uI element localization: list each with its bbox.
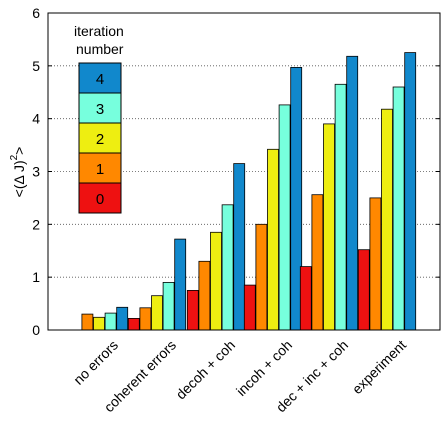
bar-1-3 (255, 223, 268, 331)
y-tick-label: 5 (32, 58, 40, 74)
bar-4-1 (174, 238, 187, 331)
legend-swatch-0 (78, 182, 122, 214)
bar-4-2 (233, 163, 246, 331)
bar-2-4 (323, 123, 335, 331)
bar-1-5 (369, 197, 382, 331)
bar-3-4 (334, 83, 347, 331)
bar-1-1 (139, 307, 152, 331)
bar-0-2 (186, 289, 199, 331)
legend-label-0: 0 (96, 191, 104, 208)
legend-swatch-4 (78, 62, 122, 94)
bar-4-0 (116, 306, 129, 331)
bar-3-5 (392, 86, 405, 331)
legend-label-4: 4 (96, 71, 104, 88)
legend-title-line2: number (76, 41, 124, 57)
bars (81, 52, 417, 331)
bar-0-1 (127, 317, 140, 331)
y-tick-label: 6 (32, 5, 40, 21)
y-tick-label: 1 (32, 269, 40, 285)
y-tick-label: 3 (32, 164, 40, 180)
bar-3-3 (278, 104, 291, 331)
x-category-label: experiment (349, 337, 409, 397)
legend-title-line1: iteration (74, 23, 124, 39)
bar-3-0 (104, 312, 117, 331)
y-label-suffix: > (11, 147, 27, 155)
bar-0-4 (299, 266, 312, 331)
y-axis-label-text: <(Δ J)2> (9, 147, 27, 198)
bar-0-5 (357, 249, 370, 331)
bar-2-2 (210, 231, 222, 331)
bar-2-5 (381, 108, 393, 331)
legend: iteration number 4 3 2 1 0 (74, 23, 124, 214)
y-tick-label: 4 (32, 111, 40, 127)
bar-2-3 (267, 148, 279, 331)
y-label-main: <(Δ J) (11, 160, 27, 197)
bar-4-5 (404, 52, 417, 331)
legend-swatch-1 (78, 152, 122, 184)
bar-1-0 (81, 313, 94, 331)
x-category-label: no errors (70, 337, 121, 388)
bar-2-0 (93, 316, 105, 331)
legend-label-3: 3 (96, 101, 104, 118)
y-tick-label: 2 (32, 216, 40, 232)
x-category-label: decoh + coh (173, 337, 239, 403)
y-label-superscript: 2 (9, 154, 20, 160)
y-axis: 0 1 2 3 4 5 6 (32, 5, 440, 338)
y-axis-label: <(Δ J)2> (9, 147, 27, 198)
bar-1-4 (311, 194, 324, 331)
bar-2-1 (151, 295, 163, 331)
legend-label-2: 2 (96, 131, 104, 148)
y-tick-label: 0 (32, 322, 40, 338)
legend-swatch-2 (78, 122, 122, 154)
bar-4-4 (346, 55, 359, 331)
legend-label-1: 1 (96, 161, 104, 178)
bar-0-3 (243, 284, 256, 331)
bar-3-2 (221, 204, 234, 331)
bar-3-1 (162, 281, 175, 331)
bar-1-2 (198, 260, 211, 331)
